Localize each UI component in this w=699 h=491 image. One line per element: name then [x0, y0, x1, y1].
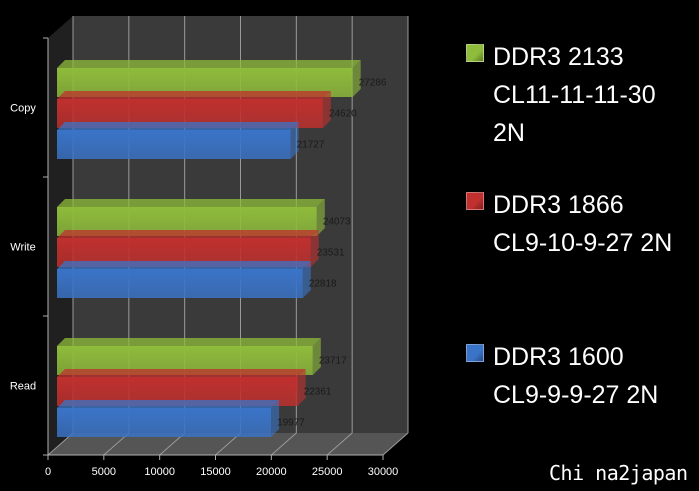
x-tick-label: 0 [45, 466, 51, 478]
bar [57, 130, 291, 159]
bar-top-face [57, 230, 319, 238]
legend-item-ddr3-1866: DDR3 1866 CL9-10-9-27 2N [466, 186, 672, 262]
data-label: 21727 [297, 140, 325, 151]
bar-end-face [322, 91, 331, 128]
bar-end-face [297, 369, 306, 406]
category-label: Read [10, 381, 36, 393]
legend-item-ddr3-1600: DDR3 1600 CL9-9-9-27 2N [466, 338, 658, 414]
legend-swatch-red [466, 192, 484, 210]
legend-text-line: DDR3 2133 [493, 43, 624, 71]
bar-end-face [316, 199, 325, 236]
data-label: 22818 [309, 279, 337, 290]
watermark: Chi na2japan [549, 461, 688, 485]
x-tick-label: 30000 [368, 466, 399, 478]
data-label: 22361 [304, 387, 332, 398]
bar-top-face [57, 369, 306, 377]
bar-top-face [57, 60, 361, 68]
bar-top-face [57, 338, 321, 346]
gridline [382, 432, 409, 456]
legend-text-line: 2N [493, 119, 525, 147]
data-label: 23717 [319, 356, 347, 367]
gridline [271, 432, 297, 456]
bar-end-face [302, 261, 311, 298]
gridline [326, 432, 353, 456]
data-label: 27286 [359, 78, 387, 89]
data-label: 24620 [329, 109, 357, 120]
legend-swatch-blue [466, 344, 484, 362]
category-label: Write [10, 242, 35, 254]
bar-end-face [290, 122, 299, 159]
x-tick-label: 20000 [256, 466, 287, 478]
bar-top-face [57, 199, 325, 207]
bar-top-face [57, 91, 331, 99]
data-label: 23531 [317, 248, 345, 259]
legend-swatch-green [466, 44, 484, 62]
bar-top-face [57, 261, 311, 269]
legend-text-line: CL9-10-9-27 2N [493, 229, 673, 257]
legend-text-line: CL11-11-11-30 [493, 81, 656, 109]
bar-end-face [352, 60, 361, 97]
legend-item-ddr3-2133: DDR3 2133 CL11-11-11-30 2N [466, 38, 656, 152]
bar [57, 408, 272, 437]
category-label: Copy [10, 103, 36, 115]
x-tick-label: 5000 [92, 466, 116, 478]
bar [57, 269, 303, 298]
bar-end-face [310, 230, 319, 267]
data-label: 24073 [323, 217, 351, 228]
bar-end-face [312, 338, 321, 375]
bar-end-face [271, 400, 280, 437]
x-tick-label: 25000 [312, 466, 343, 478]
legend-text-line: DDR3 1600 [493, 343, 624, 371]
bar-top-face [57, 122, 299, 130]
x-tick-label: 10000 [144, 466, 175, 478]
legend-text-line: CL9-9-9-27 2N [493, 381, 659, 409]
legend-text-line: DDR3 1866 [493, 191, 624, 219]
data-label: 19977 [277, 418, 305, 429]
bar-top-face [57, 400, 280, 408]
x-tick-label: 15000 [200, 466, 231, 478]
